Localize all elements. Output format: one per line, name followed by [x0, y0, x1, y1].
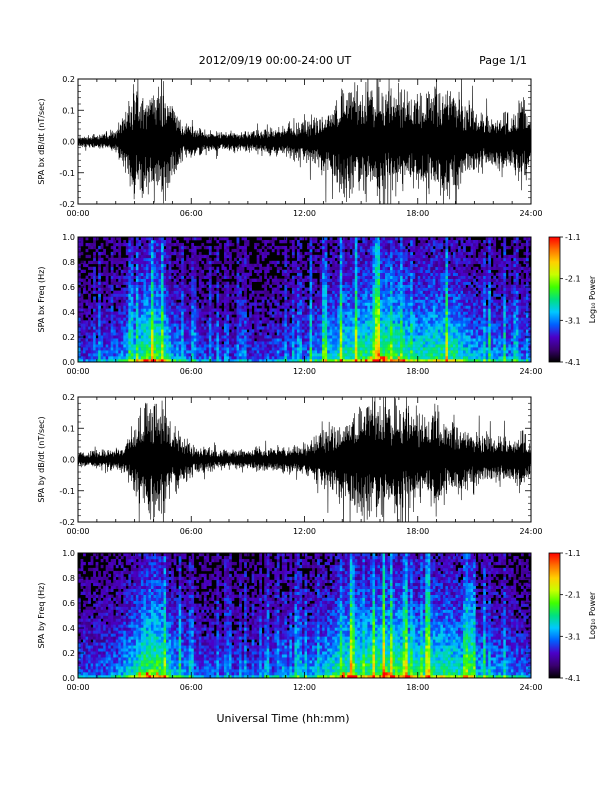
panel-3-x-tick-label: 12:00 — [293, 527, 316, 536]
panel-1-x-tick-label: 18:00 — [406, 209, 429, 218]
panel-4-colorbar-tick-label: -3.1 — [565, 632, 581, 641]
panel-4-spectrogram-cells — [78, 553, 531, 678]
panel-3-y-tick-label: -0.1 — [59, 487, 75, 496]
panel-4-colorbar-label: Log₁₀ Power — [588, 591, 597, 639]
panel-2-y-tick-label: 0.6 — [62, 283, 75, 292]
panel-4-x-tick-label: 00:00 — [66, 683, 89, 692]
panel-2-y-tick-label: 0.8 — [62, 258, 75, 267]
panel-3-x-tick-label: 00:00 — [66, 527, 89, 536]
panel-3-x-tick-label: 24:00 — [519, 527, 542, 536]
panel-1-y-tick-label: 0.2 — [62, 75, 75, 84]
panel-4-x-tick-label: 06:00 — [180, 683, 203, 692]
panel-1-y-axis-label: SPA bx dB/dt (nT/sec) — [37, 98, 46, 184]
panel-1-x-tick-label: 06:00 — [180, 209, 203, 218]
panel-1: 00:00 06:00 12:00 18:00 24:00 -0.2 -0.1 0.0 0.1 0… — [37, 40, 543, 239]
panel-3-y-tick-label: 0.2 — [62, 393, 75, 402]
panel-1-x-tick-label: 00:00 — [66, 209, 89, 218]
panel-3-x-tick-label: 18:00 — [406, 527, 429, 536]
panel-1-x-tick-label: 24:00 — [519, 209, 542, 218]
panel-2-x-tick-label: 06:00 — [180, 367, 203, 376]
panel-4: -1.1 -2.1 -3.1 -4.1 Log₁₀ Power 00:00 06:00 12:… — [37, 549, 597, 692]
panel-4-y-tick-label: 0.0 — [62, 674, 75, 683]
panel-4-y-tick-label: 1.0 — [62, 549, 75, 558]
panel-1-y-tick-label: -0.1 — [59, 169, 75, 178]
panel-2-y-axis-label: SPA bx Freq (Hz) — [37, 267, 46, 333]
panel-4-colorbar: -1.1 -2.1 -3.1 -4.1 Log₁₀ Power — [549, 549, 597, 683]
panel-4-y-tick-label: 0.8 — [62, 574, 75, 583]
panel-2-colorbar-tick-label: -4.1 — [565, 358, 581, 367]
panel-3-y-tick-label: 0.1 — [62, 424, 75, 433]
panel-4-x-tick-label: 24:00 — [519, 683, 542, 692]
panel-3-x-tick-label: 06:00 — [180, 527, 203, 536]
panel-2-x-tick-label: 24:00 — [519, 367, 542, 376]
panel-1-y-tick-label: 0.1 — [62, 106, 75, 115]
panel-3-y-axis-label: SPA by dB/dt (nT/sec) — [37, 416, 46, 502]
x-axis-label: Universal Time (hh:mm) — [217, 712, 350, 725]
panel-1-x-tick-label: 12:00 — [293, 209, 316, 218]
panel-4-y-tick-label: 0.2 — [62, 649, 75, 658]
panel-4-colorbar-tick-label: -2.1 — [565, 591, 581, 600]
panel-3-y-tick-label: -0.2 — [59, 518, 75, 527]
panel-2-colorbar-tick-label: -1.1 — [565, 233, 581, 242]
panel-4-y-axis-label: SPA by Freq (Hz) — [37, 583, 46, 649]
panel-2-y-tick-label: 0.4 — [62, 308, 75, 317]
panel-2-spectrogram-cells — [78, 237, 531, 362]
panel-1-y-tick-label: 0.0 — [62, 138, 75, 147]
panel-2-x-tick-label: 18:00 — [406, 367, 429, 376]
panel-4-y-tick-label: 0.6 — [62, 599, 75, 608]
panel-2-colorbar-tick-label: -3.1 — [565, 316, 581, 325]
panel-2-x-tick-label: 00:00 — [66, 367, 89, 376]
panel-4-y-tick-label: 0.4 — [62, 624, 75, 633]
panel-2-x-tick-label: 12:00 — [293, 367, 316, 376]
panel-4-colorbar-tick-label: -4.1 — [565, 674, 581, 683]
panel-2-colorbar-label: Log₁₀ Power — [588, 275, 597, 323]
panel-2-y-tick-label: 0.0 — [62, 358, 75, 367]
panels-group: 00:00 06:00 12:00 18:00 24:00 -0.2 -0.1 0.0 0.1 0… — [37, 40, 597, 692]
page-number: Page 1/1 — [479, 54, 527, 67]
date-range-title: 2012/09/19 00:00-24:00 UT — [199, 54, 352, 67]
panel-4-x-tick-label: 18:00 — [406, 683, 429, 692]
panel-2: -1.1 -2.1 -3.1 -4.1 Log₁₀ Power 00:00 06:00 12:… — [37, 233, 597, 376]
panel-2-colorbar-tick-label: -2.1 — [565, 275, 581, 284]
panel-1-y-tick-label: -0.2 — [59, 200, 75, 209]
panel-2-y-tick-label: 0.2 — [62, 333, 75, 342]
panel-4-colorbar-tick-label: -1.1 — [565, 549, 581, 558]
panel-3: 00:00 06:00 12:00 18:00 24:00 -0.2 -0.1 0.0 0.1 0… — [37, 364, 543, 555]
panel-2-y-tick-label: 1.0 — [62, 233, 75, 242]
panel-3-y-tick-label: 0.0 — [62, 456, 75, 465]
panel-2-colorbar: -1.1 -2.1 -3.1 -4.1 Log₁₀ Power — [549, 233, 597, 367]
panel-4-x-tick-label: 12:00 — [293, 683, 316, 692]
